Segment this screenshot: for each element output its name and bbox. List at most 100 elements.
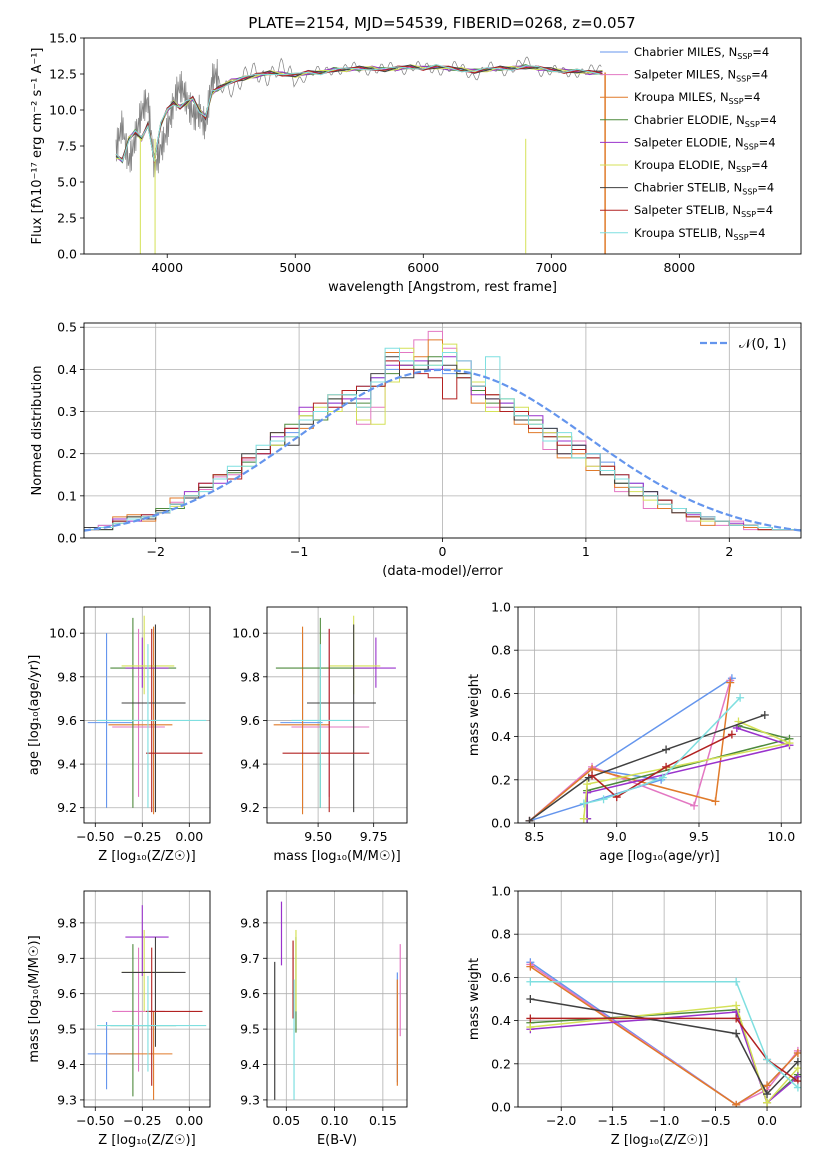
spectrum-ylabel: Flux [fλ10⁻¹⁷ erg cm⁻² s⁻¹ A⁻¹]: [30, 48, 45, 245]
weight-marker: [760, 711, 769, 719]
age-weight-xlabel: age [log₁₀(age/yr)]: [599, 849, 720, 864]
weight-line: [529, 682, 732, 822]
legend-suffix: =4: [752, 45, 769, 59]
z-mass-ytick-label: 9.3: [57, 1092, 77, 1107]
weight-marker: [763, 1055, 772, 1064]
age-weight-ytick-label: 0.8: [491, 643, 511, 658]
weight-marker: [732, 1029, 741, 1038]
z-mass-ytick-label: 9.6: [57, 986, 77, 1001]
spectrum-xtick-label: 4000: [151, 260, 183, 275]
legend-subscript: SSP: [736, 75, 751, 84]
spectrum-ytick-label: 7.5: [57, 139, 77, 154]
residuals-xtick-label: 2: [725, 544, 733, 559]
panels: 4000 5000 6000 7000 80000.02.55.07.510.012.5…: [27, 31, 802, 1148]
z-mass-ytick-label: 9.4: [57, 1057, 77, 1072]
z-weight-xtick-label: −0.5: [700, 1113, 730, 1128]
residuals-xtick-label: −2: [146, 544, 164, 559]
z-mass-xtick-label: −0.50: [76, 1113, 114, 1128]
weight-marker: [690, 801, 699, 810]
residuals-ytick-label: 0.3: [57, 404, 77, 419]
z-mass-xlabel: Z [log₁₀(Z/Z☉)]: [98, 1133, 195, 1148]
axes-frame: [517, 606, 802, 824]
z-weight-xtick-label: −2.0: [546, 1113, 576, 1128]
weight-line: [530, 998, 799, 1096]
age-weight-ytick-label: 0.0: [491, 816, 511, 831]
z-age-ytick-label: 10.0: [49, 626, 77, 641]
legend-subscript: SSP: [734, 233, 749, 242]
spectrum-ytick-label: 10.0: [49, 103, 77, 118]
weight-line: [529, 714, 766, 822]
weight-marker: [658, 773, 667, 782]
axes-frame: [266, 606, 408, 824]
mass-age-xtick-label: 9.50: [304, 829, 332, 844]
mass-age-xlabel: mass [log₁₀(M/M☉)]: [273, 849, 400, 864]
legend-subscript: SSP: [729, 97, 744, 106]
gaussian-legend-label: 𝒩(0, 1): [739, 337, 786, 352]
z-age-xtick-label: −0.25: [123, 829, 161, 844]
z-age-ytick-label: 9.2: [57, 800, 77, 815]
age-weight-xtick-label: 8.5: [525, 829, 545, 844]
z-weight-xtick-label: −1.0: [649, 1113, 679, 1128]
residuals-ytick-label: 0.0: [57, 531, 77, 546]
ebv-mass-ytick-label: 9.5: [240, 1022, 260, 1037]
weight-line: [583, 697, 741, 805]
z-age-ytick-label: 9.8: [57, 669, 77, 684]
weight-marker: [526, 995, 535, 1003]
residuals-xtick-label: 1: [582, 544, 590, 559]
weight-marker: [525, 816, 534, 823]
legend-subscript: SSP: [745, 120, 760, 129]
residuals-ytick-label: 0.2: [57, 446, 77, 461]
residuals-ytick-label: 0.4: [57, 362, 77, 377]
weight-marker: [583, 780, 592, 789]
z-mass-xtick-label: 0.00: [175, 1113, 203, 1128]
weight-marker: [785, 739, 794, 748]
weight-marker: [526, 962, 535, 971]
weight-marker: [526, 977, 535, 986]
z-weight-ytick-label: 0.4: [491, 1013, 511, 1028]
weight-marker: [763, 1090, 772, 1099]
gaussian-curve: [84, 368, 801, 532]
z-mass-ytick-label: 9.5: [57, 1022, 77, 1037]
legend-label: Chabrier ELODIE, NSSP=4: [634, 113, 777, 129]
z-weight-plot-area: [526, 958, 801, 1107]
weight-marker: [732, 977, 741, 986]
spectrum-xtick-label: 5000: [279, 260, 311, 275]
legend-subscript: SSP: [736, 165, 751, 174]
weight-marker: [662, 762, 671, 771]
legend-subscript: SSP: [737, 52, 752, 61]
axes-frame: [83, 37, 802, 255]
legend-label: Salpeter ELODIE, NSSP=4: [634, 135, 776, 151]
model-spectrum: [115, 64, 603, 162]
weight-marker: [727, 730, 736, 739]
weight-marker: [579, 799, 588, 808]
residual-histogram: [84, 347, 801, 531]
mass-age-ytick-label: 9.4: [240, 757, 260, 772]
weight-marker: [579, 814, 588, 823]
legend-subscript: SSP: [744, 142, 759, 151]
ebv-mass-ytick-label: 9.7: [240, 951, 260, 966]
ebv-mass-panel: 0.05 0.10 0.15 9.3 9.4 9.5 9.6 9.7 9.8 E(B-V): [240, 890, 408, 1148]
mass-age-plot-area: [273, 615, 396, 815]
age-weight-ytick-label: 0.4: [491, 729, 511, 744]
axes-frame: [83, 890, 211, 1108]
residuals-xlabel: (data-model)/error: [382, 564, 503, 579]
ebv-mass-xtick-label: 0.05: [272, 1113, 300, 1128]
z-age-ytick-label: 9.6: [57, 713, 77, 728]
ebv-mass-ytick-label: 9.6: [240, 986, 260, 1001]
z-age-xtick-label: −0.50: [76, 829, 114, 844]
legend-label: Chabrier STELIB, NSSP=4: [634, 181, 774, 197]
weight-line: [591, 733, 733, 799]
z-weight-panel: −2.0 −1.5 −1.0 −0.5 0.0 0.0 0.2 0.4 0.6 0.8 1.0 Z […: [467, 884, 802, 1148]
weight-marker: [736, 693, 745, 702]
spectrum-ytick-label: 2.5: [57, 211, 77, 226]
weight-line: [583, 720, 793, 819]
weight-line: [586, 727, 793, 819]
legend-label: Kroupa ELODIE, NSSP=4: [634, 158, 768, 174]
z-mass-panel: −0.50 −0.25 0.00 9.3 9.4 9.5 9.6 9.7 9.8 Z [log₁₀…: [27, 890, 211, 1148]
age-weight-panel: 8.5 9.0 9.5 10.0 0.0 0.2 0.4 0.6 0.8 1.0 age [log₁…: [467, 600, 802, 864]
legend-suffix: =4: [757, 181, 774, 195]
weight-line: [530, 1011, 799, 1104]
weight-marker: [588, 771, 597, 780]
